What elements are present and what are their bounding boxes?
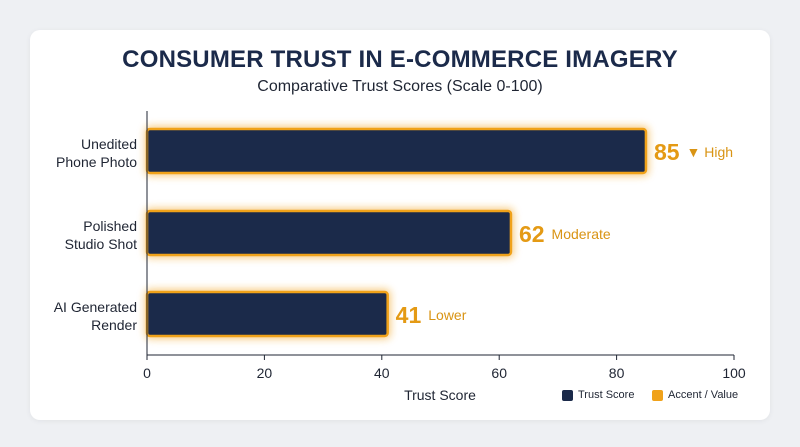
bar-annotation: Moderate [552, 226, 611, 242]
x-tick-label: 100 [722, 365, 746, 381]
legend-label-trust-score: Trust Score [578, 389, 635, 401]
bar-value-label: 85 [654, 139, 680, 165]
category-label-line: Phone Photo [56, 154, 137, 170]
bar-value-label: 62 [519, 221, 545, 247]
legend-label-accent-value: Accent / Value [668, 389, 739, 401]
category-label-line: Polished [83, 218, 137, 234]
bar-annotation: Lower [428, 307, 466, 323]
category-label: AI Generated Render [54, 299, 138, 333]
bar [145, 290, 389, 338]
legend-item-accent-value: Accent / Value [652, 389, 738, 401]
x-tick-label: 60 [491, 365, 507, 381]
category-label-line: AI Generated [54, 299, 137, 315]
bar-value-label: 41 [396, 302, 422, 328]
category-label: Polished Studio Shot [65, 218, 137, 252]
bar [145, 127, 648, 175]
legend-swatch-accent-value [652, 389, 663, 401]
category-label-line: Render [91, 317, 137, 333]
legend-swatch-trust-score [562, 389, 573, 401]
x-tick-label: 40 [374, 365, 390, 381]
chart-subtitle: Comparative Trust Scores (Scale 0-100) [257, 78, 543, 95]
bar [145, 209, 513, 257]
x-axis-title: Trust Score [404, 387, 476, 403]
category-label-line: Unedited [81, 136, 137, 152]
category-label: Unedited Phone Photo [56, 136, 137, 170]
category-label-line: Studio Shot [65, 236, 137, 252]
chart-title: CONSUMER TRUST IN E-COMMERCE IMAGERY [122, 46, 678, 73]
bar-annotation: ▼ High [687, 144, 734, 160]
x-tick-label: 20 [257, 365, 273, 381]
legend-item-trust-score: Trust Score [562, 389, 634, 401]
x-tick-label: 80 [609, 365, 625, 381]
x-tick-label: 0 [143, 365, 151, 381]
